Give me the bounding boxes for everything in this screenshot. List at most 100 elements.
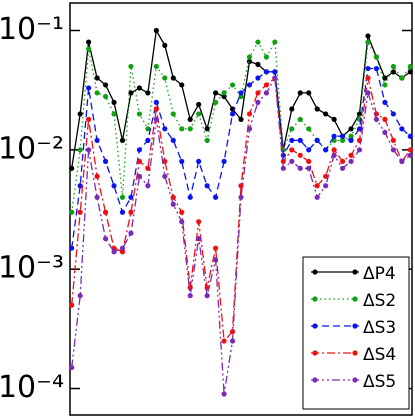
data-point bbox=[289, 137, 295, 143]
data-point bbox=[314, 183, 320, 189]
data-point bbox=[289, 126, 295, 132]
data-point bbox=[263, 82, 269, 88]
data-point bbox=[213, 257, 219, 263]
data-point bbox=[399, 126, 405, 132]
legend-marker bbox=[352, 350, 358, 356]
data-point bbox=[289, 106, 295, 112]
data-point bbox=[162, 75, 168, 81]
data-point bbox=[238, 194, 244, 200]
data-point bbox=[246, 54, 253, 60]
data-point bbox=[179, 126, 185, 132]
data-point bbox=[153, 63, 159, 70]
data-point bbox=[331, 152, 337, 158]
data-point bbox=[77, 209, 83, 215]
data-point bbox=[69, 209, 75, 215]
data-point bbox=[162, 173, 168, 179]
data-point bbox=[86, 46, 92, 52]
data-point bbox=[306, 90, 312, 96]
data-point bbox=[365, 90, 371, 96]
data-point bbox=[179, 219, 185, 225]
data-point bbox=[297, 90, 303, 96]
data-point bbox=[348, 152, 354, 158]
data-point bbox=[136, 85, 143, 91]
legend-box bbox=[302, 256, 410, 410]
data-point bbox=[162, 126, 168, 132]
y-tick-label: 10⁻² bbox=[0, 131, 64, 166]
data-point bbox=[382, 75, 388, 81]
data-point bbox=[69, 245, 75, 251]
data-point bbox=[390, 147, 396, 153]
data-point bbox=[196, 236, 202, 242]
data-point bbox=[339, 137, 346, 143]
data-point bbox=[314, 194, 320, 200]
data-point bbox=[119, 249, 126, 255]
data-point bbox=[323, 173, 329, 179]
legend-marker bbox=[352, 377, 358, 383]
data-point bbox=[136, 147, 143, 153]
data-point bbox=[86, 147, 92, 153]
data-point bbox=[196, 101, 202, 108]
data-point bbox=[204, 293, 210, 299]
data-point bbox=[297, 165, 303, 171]
data-point bbox=[280, 165, 286, 171]
data-point bbox=[153, 106, 159, 112]
data-point bbox=[365, 65, 371, 72]
legend-marker bbox=[352, 323, 358, 329]
data-point bbox=[356, 147, 363, 153]
data-point bbox=[128, 194, 134, 200]
data-point bbox=[77, 111, 83, 117]
data-point bbox=[94, 75, 100, 81]
data-point bbox=[229, 111, 236, 117]
data-point bbox=[213, 90, 219, 96]
data-point bbox=[145, 90, 151, 96]
data-point bbox=[272, 39, 278, 45]
data-point bbox=[255, 61, 261, 67]
data-point bbox=[221, 391, 227, 397]
data-point bbox=[323, 111, 329, 117]
data-point bbox=[119, 245, 126, 251]
data-point bbox=[229, 338, 236, 344]
data-point bbox=[145, 137, 151, 143]
data-point bbox=[314, 106, 320, 112]
data-point bbox=[69, 302, 75, 308]
data-point bbox=[170, 201, 176, 207]
data-point bbox=[331, 147, 337, 153]
data-point bbox=[69, 364, 75, 371]
data-point bbox=[263, 54, 269, 60]
data-point bbox=[187, 126, 193, 132]
data-point bbox=[339, 133, 346, 139]
legend-label: ΔS2 bbox=[363, 291, 396, 311]
legend-label: ΔS4 bbox=[363, 345, 396, 365]
data-point bbox=[297, 137, 303, 143]
data-point bbox=[297, 116, 303, 122]
data-point bbox=[170, 137, 176, 143]
data-point bbox=[238, 90, 244, 96]
data-point bbox=[102, 82, 109, 88]
data-point bbox=[382, 82, 388, 88]
data-point bbox=[77, 147, 83, 153]
data-point bbox=[306, 126, 312, 132]
data-point bbox=[297, 152, 303, 158]
data-point bbox=[111, 111, 117, 117]
data-point bbox=[170, 75, 176, 81]
data-point bbox=[246, 58, 253, 65]
data-point bbox=[94, 137, 100, 143]
data-point bbox=[221, 90, 227, 96]
data-point bbox=[213, 245, 219, 251]
data-point bbox=[179, 158, 185, 165]
data-point bbox=[399, 75, 405, 81]
data-point bbox=[373, 54, 380, 60]
data-point bbox=[323, 147, 329, 153]
data-point bbox=[339, 165, 346, 171]
legend-marker bbox=[352, 296, 358, 302]
data-point bbox=[373, 65, 380, 72]
data-point bbox=[136, 158, 143, 165]
data-point bbox=[238, 116, 244, 122]
data-point bbox=[94, 173, 100, 179]
data-point bbox=[229, 82, 236, 88]
data-point bbox=[102, 236, 109, 242]
data-point bbox=[153, 27, 159, 34]
legend-marker bbox=[312, 269, 318, 275]
data-point bbox=[306, 158, 312, 165]
